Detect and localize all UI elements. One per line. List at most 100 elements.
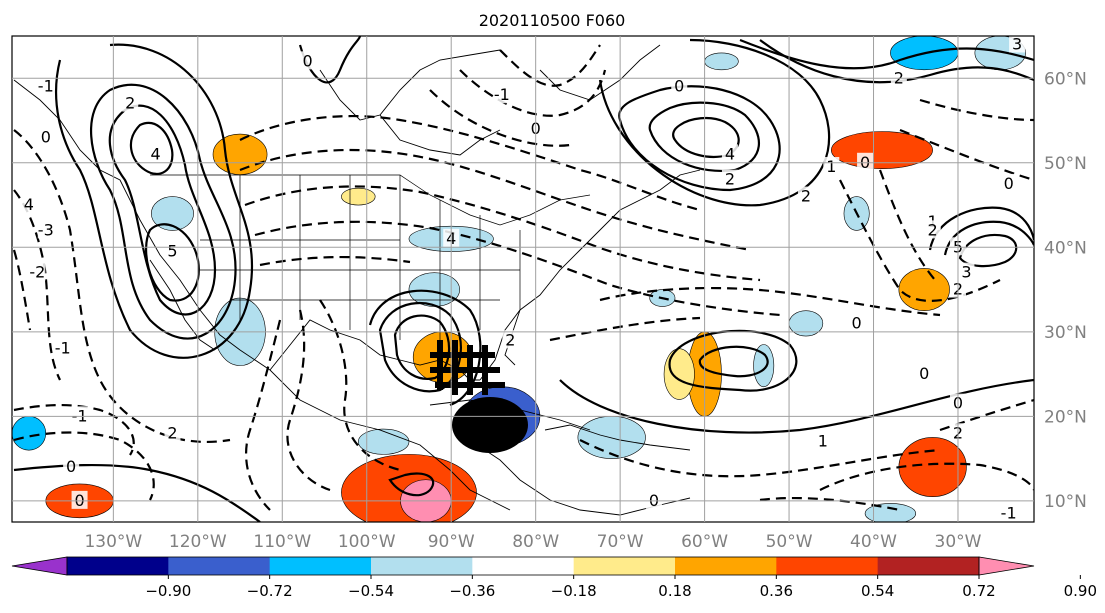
contour-labels: 0245-104-3-2-1-1002-10024322100125324200… (20, 34, 1026, 523)
colorbar-tick-label: 0.18 (658, 582, 691, 600)
shaded-region (753, 344, 775, 388)
contour-label-backing (890, 68, 907, 87)
contour-label-backing (71, 490, 88, 509)
longitude-tick-label: 110°W (253, 532, 311, 552)
contour-label-backing (823, 157, 840, 176)
contour-label-backing (493, 85, 510, 104)
shaded-region (357, 428, 410, 455)
colorbar-extend-high (978, 556, 1035, 576)
shaded-region (341, 187, 376, 206)
contour-label: -1 (38, 77, 54, 96)
map-frame (11, 35, 1035, 523)
contour-label: -1 (55, 339, 71, 358)
contour-label-backing (299, 51, 316, 70)
longitude-tick-label: 50°W (766, 532, 813, 552)
colorbar-tick-label: 0.72 (962, 582, 995, 600)
contour-label-backing (924, 220, 941, 239)
contour-label: 2 (801, 187, 811, 206)
shaded-region (663, 348, 695, 400)
longitude-tick-label: 120°W (169, 532, 227, 552)
colorbar-tick-label: 0.90 (1064, 582, 1097, 600)
contour-label-backing (797, 186, 814, 205)
longitude-tick-label: 30°W (935, 532, 982, 552)
shaded-region (151, 196, 194, 231)
contour-label-backing (164, 241, 181, 260)
colorbar-tick-label: −0.90 (145, 582, 191, 600)
shaded-region (898, 268, 950, 311)
longitude-tick-labels: 130°W 120°W 110°W 100°W 90°W 80°W 70°W 60°W 50°W… (84, 532, 981, 552)
contour-label: -1 (1001, 504, 1017, 523)
contour-label-backing (721, 144, 738, 163)
contour-label: 3 (1012, 34, 1022, 53)
contour-label: 4 (150, 144, 160, 163)
shaded-region (212, 133, 268, 175)
contour-label-backing (1009, 36, 1026, 53)
latitude-tick-label: 60°N (1044, 69, 1087, 89)
contour-label-backing (958, 262, 975, 281)
colorbar-tick-label: −0.54 (348, 582, 394, 600)
colorbar-tick-labels: −0.90 −0.72 −0.54 −0.36 −0.18 0.18 0.36 0.54 0.7… (145, 575, 1097, 600)
colorbar-outline (66, 556, 980, 576)
contour-label-backing (37, 220, 54, 239)
colorbar-swatch (67, 557, 169, 575)
contour-label-backing (54, 338, 71, 357)
colorbar-swatch (371, 557, 473, 575)
contour-label: 2 (725, 170, 735, 189)
longitude-tick-label: 60°W (681, 532, 728, 552)
contour-label-backing (37, 127, 54, 146)
latitude-tick-label: 20°N (1044, 407, 1087, 427)
latitude-tick-label: 30°N (1044, 323, 1087, 343)
colorbar-tick-label: 0.54 (861, 582, 894, 600)
contour-label-backing (502, 330, 519, 349)
longitude-tick-label: 70°W (597, 532, 644, 552)
contour-label: 2 (928, 220, 938, 239)
contour-label: 0 (852, 313, 862, 332)
contour-label-backing (848, 313, 865, 332)
colorbar-tick-label: 0.36 (760, 582, 793, 600)
colorbar-swatch (675, 557, 777, 575)
shaded-anomaly-layer (12, 36, 1026, 522)
contour-label: 2 (505, 330, 515, 349)
colorbar-swatch (573, 557, 676, 575)
colorbar-swatch (269, 557, 372, 575)
colorbar-swatch (168, 557, 271, 575)
contour-label-backing (29, 262, 46, 281)
contour-label: 1 (826, 157, 836, 176)
longitude-tick-label: 90°W (428, 532, 475, 552)
longitude-tick-label: 80°W (512, 532, 559, 552)
latitude-tick-label: 10°N (1044, 492, 1087, 512)
contour-label: 5 (167, 242, 177, 261)
contour-label-backing (916, 364, 933, 383)
contour-label-backing (164, 423, 181, 442)
contour-label-backing (37, 76, 54, 95)
contour-label: 4 (725, 144, 735, 163)
contour-label: 3 (961, 263, 971, 282)
colorbar-tick-label: −0.72 (247, 582, 293, 600)
contour-label: 0 (303, 51, 313, 70)
contour-label-backing (1000, 173, 1017, 192)
contour-label: 0 (1004, 174, 1014, 193)
longitude-tick-label: 40°W (850, 532, 897, 552)
contour-label: -2 (29, 263, 45, 282)
contour-label-backing (814, 431, 831, 450)
colorbar-tick-label: −0.36 (449, 582, 495, 600)
contour-label-backing (1000, 503, 1017, 522)
shaded-region (864, 503, 917, 522)
latitude-tick-labels: 60°N 50°N 40°N 30°N 20°N 10°N (1044, 69, 1087, 512)
shaded-region (830, 131, 933, 169)
shaded-region (12, 416, 47, 451)
contour-label: 4 (24, 195, 34, 214)
contour-label-backing (122, 93, 139, 112)
contour-label: 0 (674, 77, 684, 96)
shaded-region (704, 52, 739, 71)
colorbar-tick-label: −0.18 (551, 582, 597, 600)
contour-label-backing (147, 144, 164, 163)
shaded-region (898, 437, 967, 497)
contour-label: -1 (494, 85, 510, 104)
longitude-tick-label: 130°W (84, 532, 142, 552)
map-background (12, 36, 1034, 522)
colorbar-swatch (472, 557, 575, 575)
contour-label-backing (20, 195, 37, 214)
contour-label-backing (857, 152, 874, 171)
